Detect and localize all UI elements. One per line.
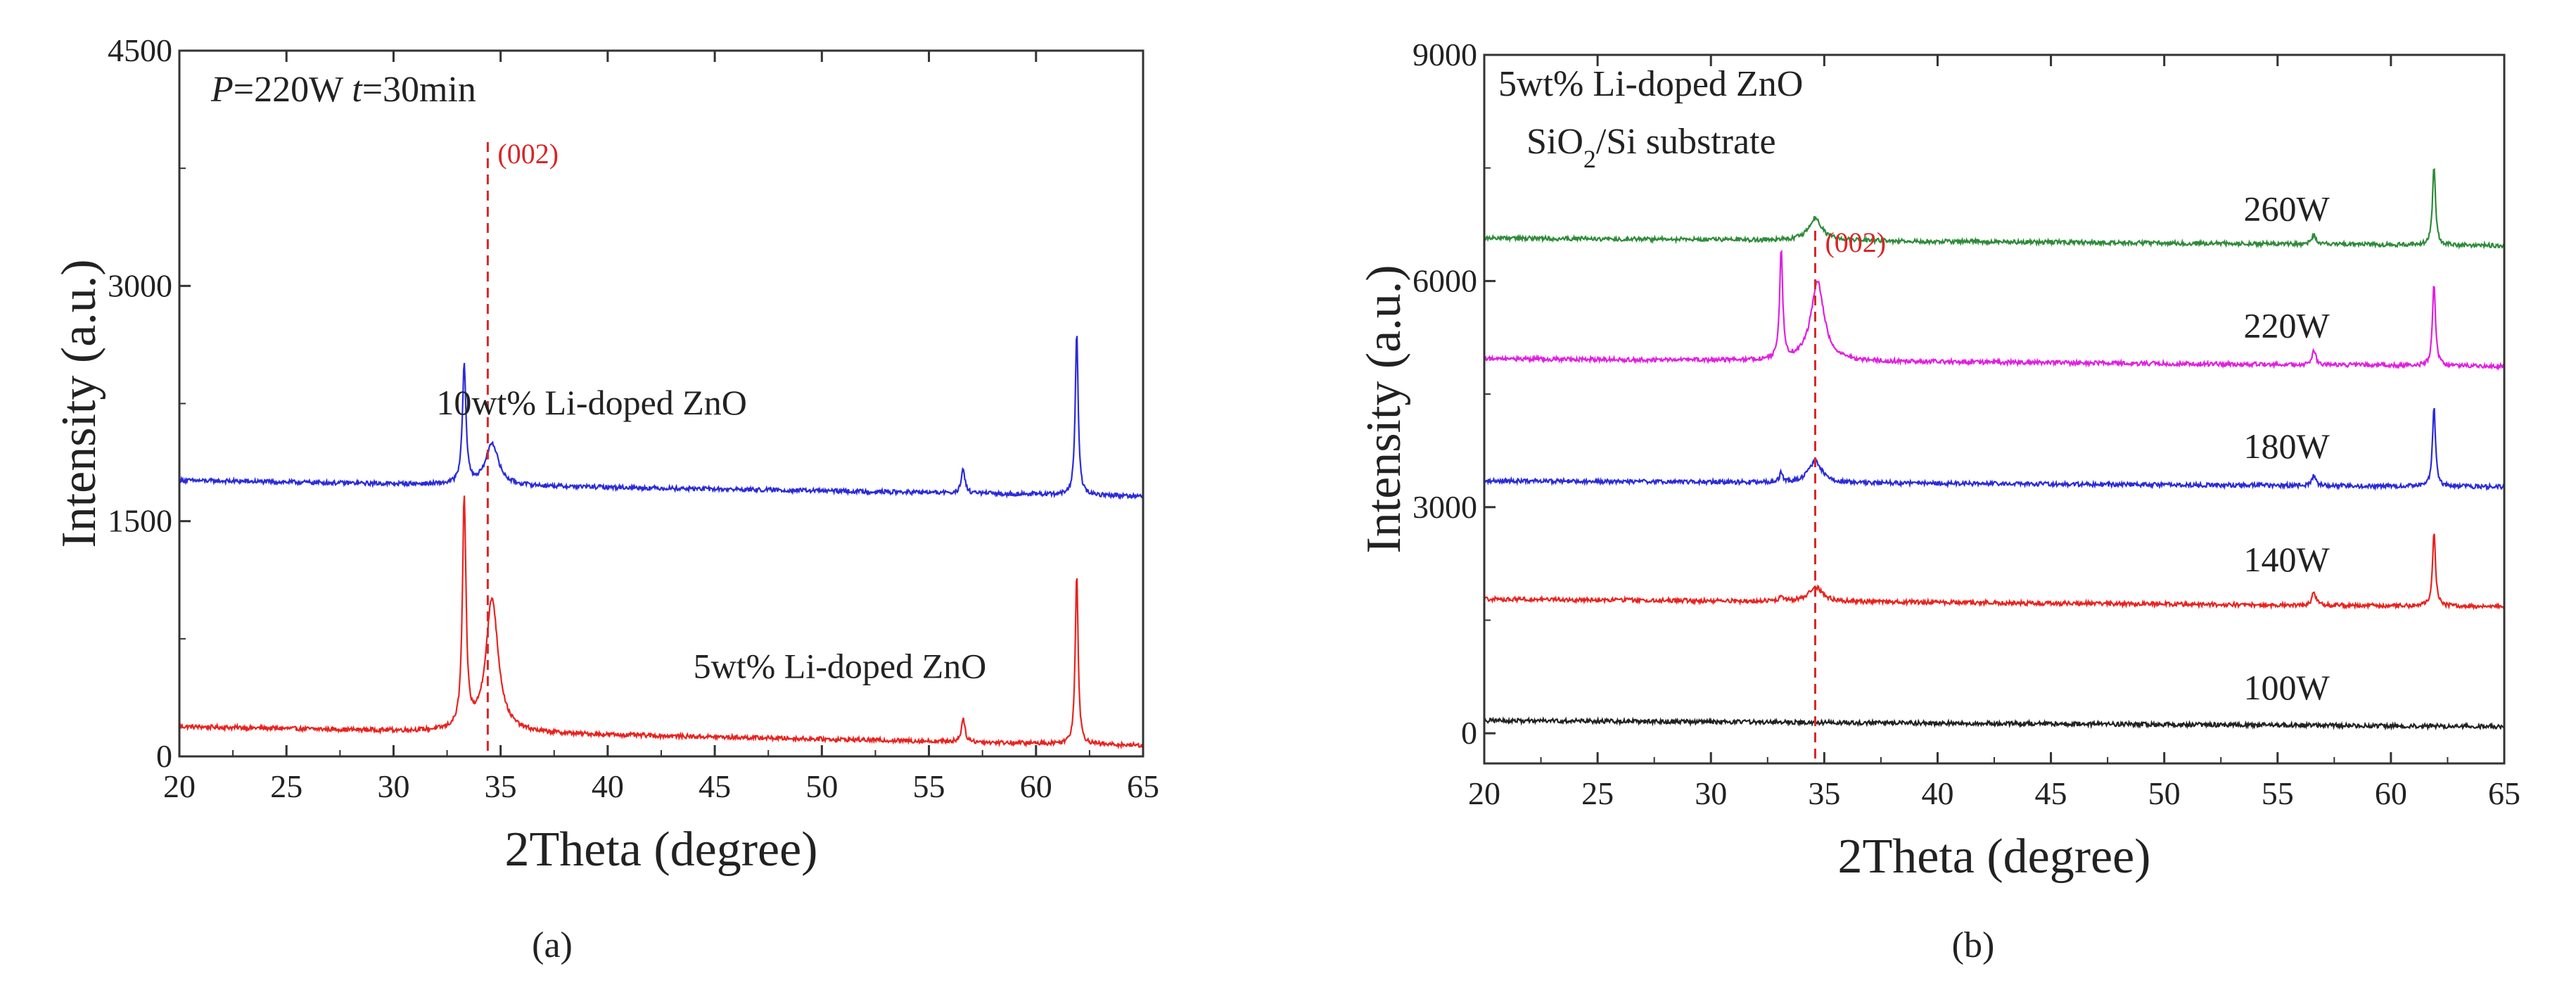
y-axis-title: Intensity (a.u.) bbox=[52, 259, 106, 547]
series-label-140w: 140W bbox=[2243, 540, 2330, 579]
y-tick-label: 0 bbox=[1461, 715, 1477, 751]
series-line-180w bbox=[1484, 407, 2505, 492]
x-tick-label: 60 bbox=[2375, 775, 2407, 811]
condition-annotation: P=220W t=30min bbox=[210, 70, 476, 110]
series-label-220w: 220W bbox=[2243, 306, 2330, 345]
caption-a: (a) bbox=[532, 925, 573, 965]
series-label-260w: 260W bbox=[2243, 189, 2330, 229]
series-line-5wt-li-doped-zno bbox=[178, 495, 1144, 750]
y-tick-label: 1500 bbox=[108, 503, 172, 539]
peak-label-002: (002) bbox=[1825, 227, 1886, 258]
series-line-220w bbox=[1484, 249, 2505, 372]
y-tick-label: 3000 bbox=[1413, 489, 1477, 525]
x-tick-label: 35 bbox=[1808, 775, 1840, 811]
series-label-180w: 180W bbox=[2243, 426, 2330, 466]
series-line-260w bbox=[1484, 167, 2505, 250]
x-tick-label: 25 bbox=[270, 768, 302, 804]
y-tick-label: 9000 bbox=[1413, 37, 1477, 72]
y-tick-label: 6000 bbox=[1413, 262, 1477, 298]
substrate-annotation: SiO2/Si substrate bbox=[1526, 122, 1776, 173]
y-tick-label: 3000 bbox=[108, 267, 172, 303]
x-axis-title: 2Theta (degree) bbox=[1838, 830, 2151, 884]
y-tick-label: 0 bbox=[156, 738, 172, 774]
x-tick-label: 55 bbox=[913, 768, 945, 804]
x-tick-label: 30 bbox=[1695, 775, 1727, 811]
x-tick-label: 20 bbox=[163, 768, 196, 804]
x-axis-title: 2Theta (degree) bbox=[505, 823, 818, 877]
y-tick-label: 4500 bbox=[108, 32, 172, 68]
x-tick-label: 65 bbox=[1127, 768, 1159, 804]
x-tick-label: 45 bbox=[699, 768, 731, 804]
x-tick-label: 55 bbox=[2262, 775, 2294, 811]
x-tick-label: 45 bbox=[2035, 775, 2067, 811]
x-tick-label: 20 bbox=[1468, 775, 1500, 811]
series-line-140w bbox=[1483, 533, 2506, 611]
series-line-100w bbox=[1483, 716, 2506, 731]
series-line-10wt-li-doped-zno bbox=[178, 336, 1144, 500]
x-tick-label: 40 bbox=[1921, 775, 1953, 811]
sample-annotation: 5wt% Li-doped ZnO bbox=[1498, 64, 1803, 104]
x-tick-label: 50 bbox=[2148, 775, 2181, 811]
x-tick-label: 40 bbox=[592, 768, 624, 804]
x-tick-label: 30 bbox=[377, 768, 409, 804]
x-tick-label: 60 bbox=[1020, 768, 1052, 804]
chart-panel-a: (002) 20 25 30 35 40 45 50 55 60 65 0 1500 3000 4500 2T… bbox=[52, 32, 1159, 877]
series-label-10wt-li-doped-zno: 10wt% Li-doped ZnO bbox=[436, 383, 747, 422]
x-tick-label: 50 bbox=[805, 768, 838, 804]
caption-b: (b) bbox=[1952, 925, 1995, 965]
y-axis-title: Intensity (a.u.) bbox=[1357, 265, 1411, 553]
peak-label-002: (002) bbox=[497, 138, 559, 170]
chart-panel-b: (002) 20 25 30 35 40 45 50 55 60 65 0 3000 6000 9000 2T… bbox=[1357, 37, 2520, 884]
x-tick-label: 25 bbox=[1581, 775, 1614, 811]
x-tick-label: 35 bbox=[485, 768, 517, 804]
series-label-100w: 100W bbox=[2243, 668, 2330, 707]
series-label-5wt-li-doped-zno: 5wt% Li-doped ZnO bbox=[694, 647, 987, 686]
x-tick-label: 65 bbox=[2488, 775, 2520, 811]
